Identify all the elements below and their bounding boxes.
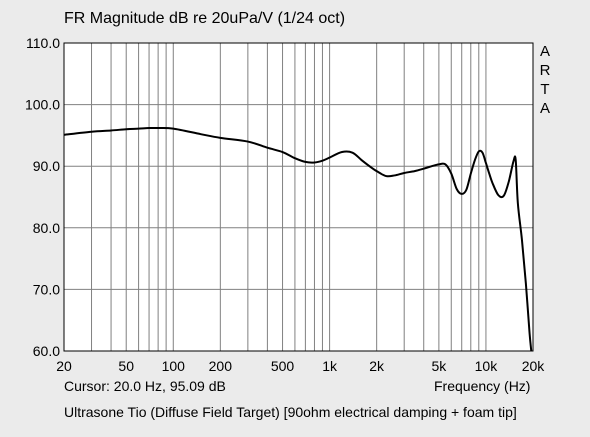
arta-logo: A R T A: [538, 42, 552, 118]
x-tick-label: 1k: [322, 358, 338, 374]
x-tick-label: 20: [56, 358, 72, 374]
x-tick-label: 50: [118, 358, 134, 374]
x-tick-label: 10k: [475, 358, 499, 374]
y-tick-label: 100.0: [25, 97, 60, 113]
x-tick-label: 100: [162, 358, 186, 374]
y-tick-label: 80.0: [33, 220, 60, 236]
arta-letter: A: [539, 43, 550, 60]
x-tick-label: 20k: [522, 358, 546, 374]
y-axis-ticks: 60.0 70.0 80.0 90.0 100.0 110.0: [25, 35, 60, 359]
arta-letter: A: [539, 100, 550, 117]
chart-title: FR Magnitude dB re 20uPa/V (1/24 oct): [64, 10, 346, 27]
series-line: [63, 126, 533, 352]
x-axis-label: Frequency (Hz): [434, 378, 531, 394]
x-tick-label: 500: [271, 358, 295, 374]
y-tick-label: 60.0: [33, 343, 60, 359]
y-tick-label: 70.0: [33, 281, 60, 297]
x-tick-label: 5k: [431, 358, 447, 374]
x-axis-ticks: 20 50 100 200 500 1k 2k 5k 10k 20k: [56, 358, 545, 374]
x-tick-label: 200: [209, 358, 233, 374]
arta-letter: T: [540, 81, 550, 98]
chart-caption: Ultrasone Tio (Diffuse Field Target) [90…: [64, 404, 517, 420]
cursor-readout: Cursor: 20.0 Hz, 95.09 dB: [64, 378, 226, 394]
x-tick-label: 2k: [369, 358, 385, 374]
y-tick-label: 90.0: [33, 158, 60, 174]
arta-letter: R: [539, 62, 551, 79]
grid: [64, 43, 533, 351]
plot-border: [63, 42, 534, 352]
plot-area: [64, 43, 533, 351]
y-tick-label: 110.0: [26, 35, 60, 51]
